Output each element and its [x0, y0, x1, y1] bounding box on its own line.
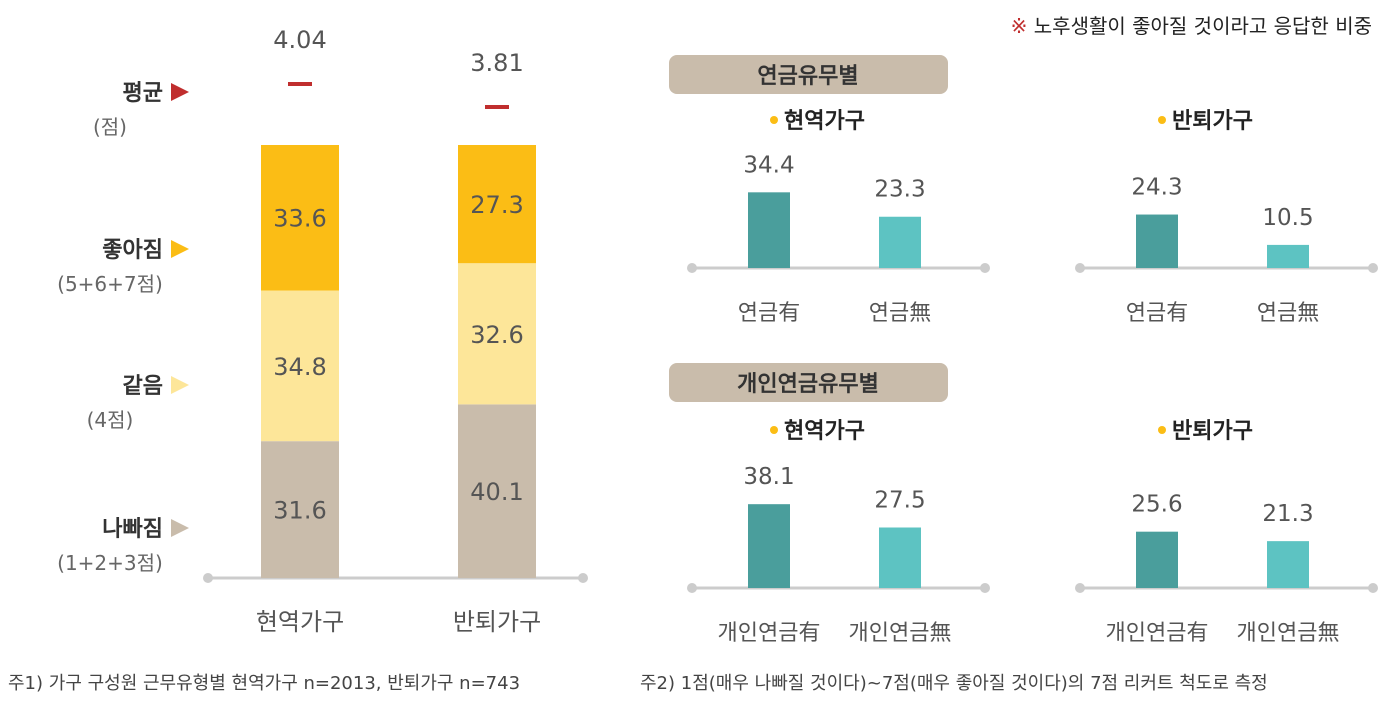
segment-value-label: 31.6 — [273, 497, 326, 525]
legend-sublabel: (1+2+3점) — [57, 551, 163, 575]
panel-title: 반퇴가구 — [1172, 419, 1253, 444]
bar-value-label: 38.1 — [743, 464, 794, 490]
category-label: 연금有 — [738, 301, 800, 326]
bar-value-label: 25.6 — [1131, 492, 1182, 518]
legend-label: 나빠짐 — [102, 517, 163, 542]
bar — [1267, 244, 1309, 268]
legend-sublabel: (5+6+7점) — [57, 272, 163, 296]
legend-arrow-icon — [171, 519, 189, 537]
bar-value-label: 23.3 — [874, 177, 925, 203]
bar — [879, 527, 921, 588]
category-label: 반퇴가구 — [453, 608, 541, 636]
axis-end-dot — [203, 573, 213, 583]
stacked-bar-segment — [458, 263, 536, 405]
section-header — [669, 55, 948, 94]
stacked-bar-segment — [261, 441, 339, 578]
bar-value-label: 27.5 — [874, 488, 925, 514]
bar-value-label: 24.3 — [1131, 175, 1182, 201]
category-label: 연금無 — [869, 301, 931, 326]
section-header — [669, 363, 948, 402]
segment-value-label: 32.6 — [470, 321, 523, 349]
legend-label: 평균 — [123, 81, 163, 106]
segment-value-label: 27.3 — [470, 191, 523, 219]
bullet-icon — [1158, 426, 1166, 434]
note-text: ※ 노후생활이 좋아질 것이라고 응답한 비중 — [1011, 14, 1372, 38]
bar — [748, 504, 790, 588]
axis-end-dot — [980, 263, 990, 273]
category-label: 개인연금有 — [1106, 621, 1209, 646]
bar-value-label: 34.4 — [743, 152, 794, 178]
bar — [879, 216, 921, 268]
section-header-label: 개인연금유무별 — [737, 372, 879, 397]
category-label: 개인연금無 — [1237, 621, 1340, 646]
bar — [748, 192, 790, 268]
category-label: 현역가구 — [256, 608, 344, 636]
average-marker — [485, 105, 509, 109]
legend-arrow-icon — [171, 83, 189, 101]
panel-title: 반퇴가구 — [1172, 109, 1253, 134]
average-value-label: 4.04 — [273, 26, 326, 54]
bar — [1136, 531, 1178, 588]
axis-end-dot — [1075, 263, 1085, 273]
average-marker — [288, 82, 312, 86]
stacked-bar-segment — [261, 145, 339, 291]
axis-end-dot — [1368, 583, 1378, 593]
axis-end-dot — [1075, 583, 1085, 593]
stacked-bar-segment — [458, 145, 536, 264]
panel-title: 현역가구 — [784, 109, 865, 134]
legend-arrow-icon — [171, 376, 189, 394]
segment-value-label: 40.1 — [470, 478, 523, 506]
axis-end-dot — [687, 263, 697, 273]
average-value-label: 3.81 — [470, 49, 523, 77]
footnote-2: 주2) 1점(매우 나빠질 것이다)~7점(매우 좋아질 것이다)의 7점 리커… — [640, 673, 1268, 694]
axis-end-dot — [1368, 263, 1378, 273]
bar — [1267, 541, 1309, 588]
legend-label: 같음 — [123, 374, 163, 399]
category-label: 연금有 — [1126, 301, 1188, 326]
legend-label: 좋아짐 — [102, 238, 163, 263]
axis-end-dot — [980, 583, 990, 593]
legend-sublabel: (점) — [93, 115, 127, 139]
stacked-bar-segment — [261, 290, 339, 442]
panel-title: 현역가구 — [784, 419, 865, 444]
category-label: 개인연금有 — [718, 621, 821, 646]
axis-end-dot — [578, 573, 588, 583]
segment-value-label: 33.6 — [273, 205, 326, 233]
stacked-bar-chart: 31.6 34.8 33.6 4.04 현역가구 40.1 32.6 27.3 3.81 반퇴가구… — [57, 26, 588, 636]
bullet-icon — [770, 116, 778, 124]
segment-value-label: 34.8 — [273, 353, 326, 381]
section-header-label: 연금유무별 — [757, 64, 858, 89]
bar-value-label: 10.5 — [1262, 205, 1313, 231]
axis-end-dot — [687, 583, 697, 593]
stacked-bar-segment — [458, 404, 536, 578]
category-label: 개인연금無 — [849, 621, 952, 646]
category-label: 연금無 — [1257, 301, 1319, 326]
footnote-1: 주1) 가구 구성원 근무유형별 현역가구 n=2013, 반퇴가구 n=743 — [8, 673, 520, 694]
bar-value-label: 21.3 — [1262, 501, 1313, 527]
legend-arrow-icon — [171, 240, 189, 258]
bar — [1136, 214, 1178, 268]
bullet-icon — [1158, 116, 1166, 124]
legend-sublabel: (4점) — [87, 408, 134, 432]
bullet-icon — [770, 426, 778, 434]
